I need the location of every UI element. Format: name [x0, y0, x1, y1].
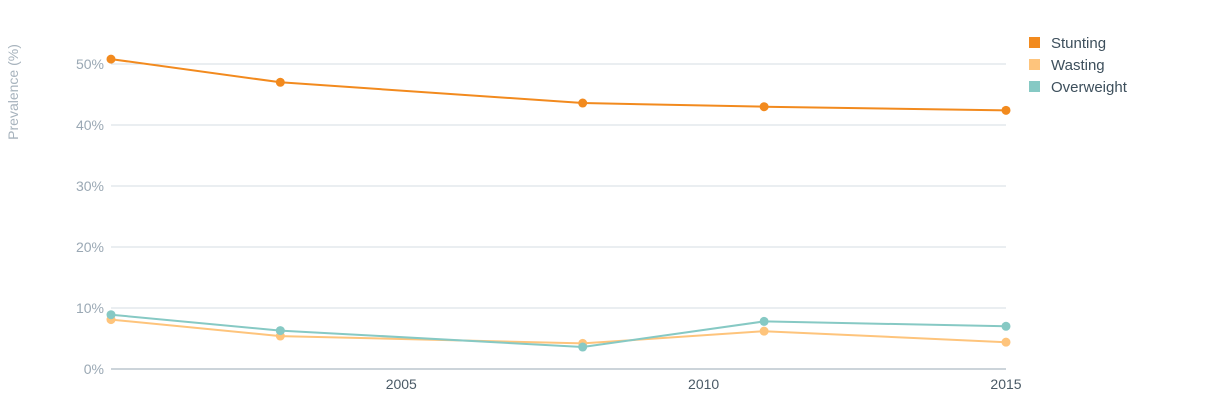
legend: Stunting Wasting Overweight	[1029, 35, 1128, 96]
legend-item-wasting[interactable]: Wasting	[1029, 57, 1105, 74]
series-lines	[106, 54, 1011, 352]
stunting-point[interactable]	[106, 54, 116, 64]
overweight-point[interactable]	[275, 326, 285, 336]
stunting-point[interactable]	[275, 77, 285, 87]
legend-label: Overweight	[1051, 79, 1128, 96]
y-axis-title: Prevalence (%)	[5, 44, 21, 140]
stunting-line	[110, 58, 1007, 112]
x-tick-label: 2015	[990, 376, 1021, 392]
wasting-point[interactable]	[759, 326, 769, 336]
y-tick-label: 20%	[76, 239, 104, 255]
y-tick-label: 40%	[76, 117, 104, 133]
overweight-point[interactable]	[759, 316, 769, 326]
y-tick-label: 30%	[76, 178, 104, 194]
wasting-point[interactable]	[1001, 337, 1011, 347]
overweight-point[interactable]	[1001, 321, 1011, 331]
x-tick-label: 2010	[688, 376, 719, 392]
legend-item-overweight[interactable]: Overweight	[1029, 79, 1128, 96]
x-tick-label: 2005	[386, 376, 417, 392]
legend-item-stunting[interactable]: Stunting	[1029, 35, 1106, 52]
series-wasting	[106, 315, 1011, 348]
series-overweight	[106, 310, 1011, 352]
legend-swatch	[1029, 37, 1040, 48]
stunting-point[interactable]	[759, 102, 769, 112]
x-axis-ticks: 2005 2010 2015	[386, 376, 1022, 392]
legend-label: Wasting	[1051, 57, 1105, 74]
legend-label: Stunting	[1051, 35, 1106, 52]
overweight-point[interactable]	[578, 342, 588, 352]
y-axis-ticks: 0% 10% 20% 30% 40% 50%	[76, 56, 104, 377]
y-tick-label: 50%	[76, 56, 104, 72]
stunting-point[interactable]	[1001, 105, 1011, 115]
overweight-point[interactable]	[106, 310, 116, 320]
y-tick-label: 10%	[76, 300, 104, 316]
series-stunting	[106, 54, 1011, 115]
legend-swatch	[1029, 81, 1040, 92]
gridlines	[111, 63, 1006, 370]
stunting-point[interactable]	[578, 98, 588, 108]
legend-swatch	[1029, 59, 1040, 70]
y-tick-label: 0%	[84, 361, 104, 377]
